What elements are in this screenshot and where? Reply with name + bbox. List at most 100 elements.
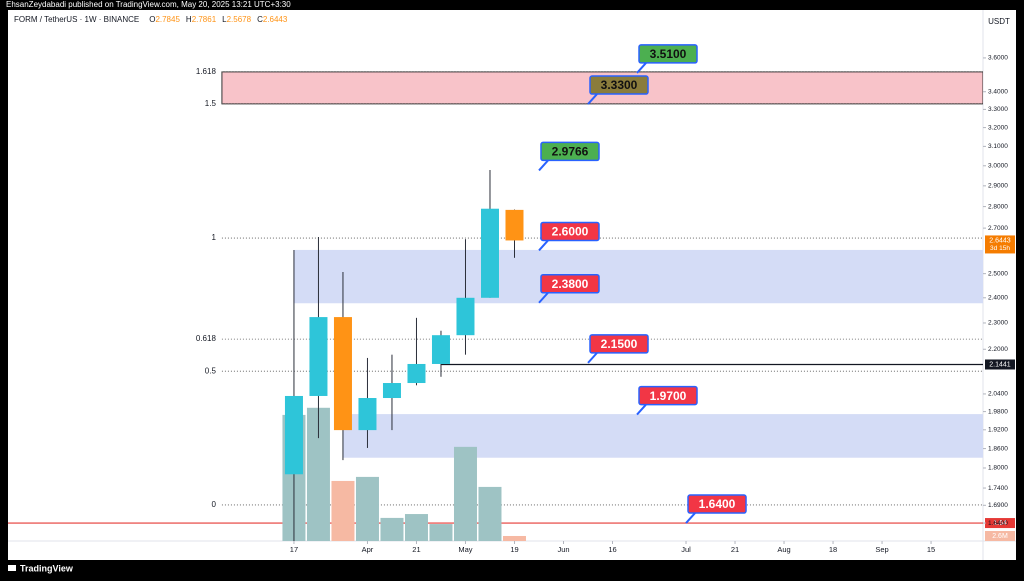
y-tick-label: 3.0000	[988, 163, 1008, 170]
symbol-header: FORM / TetherUS · 1W · BINANCE O2.7845 H2.…	[14, 15, 288, 24]
overlay: FORM / TetherUS · 1W · BINANCE O2.7845 H2.…	[14, 15, 1015, 554]
volume-bar	[331, 480, 355, 541]
annotation-label: 2.1500	[601, 337, 638, 351]
candle-body	[431, 335, 450, 364]
annotation-pointer	[538, 239, 549, 252]
fib-label: 1.618	[196, 67, 217, 76]
price-line-label-bg	[985, 518, 1015, 529]
y-tick-label: 1.6400	[988, 520, 1008, 527]
annotation-pointer	[636, 62, 647, 74]
annotation-label: 2.6000	[552, 225, 589, 239]
x-tick-label: Sep	[875, 545, 888, 554]
fib-label: 1	[211, 233, 216, 242]
candle-body	[358, 398, 377, 431]
x-tick-label: 17	[290, 545, 298, 554]
fib-label: 0	[211, 500, 216, 509]
annotation-box	[687, 494, 747, 514]
y-tick-label: 3.2000	[988, 124, 1008, 131]
x-tick-label: May	[458, 545, 472, 554]
x-tick-label: 18	[829, 545, 837, 554]
annotation-label: 1.9700	[650, 389, 687, 403]
volume-bar	[478, 486, 502, 541]
annotation-pointer	[636, 403, 647, 416]
symbol-title: FORM / TetherUS · 1W · BINANCE	[14, 15, 139, 24]
zone	[342, 414, 983, 458]
y-tick-label: 1.6900	[988, 502, 1008, 509]
x-tick-label: Apr	[362, 545, 374, 554]
annotation-pointer	[685, 512, 696, 524]
annotation-label: 2.9766	[552, 145, 589, 159]
candle-body	[309, 317, 328, 396]
y-tick-label: 2.7000	[988, 225, 1008, 232]
axis-unit: USDT	[988, 17, 1010, 26]
x-tick-label: Jul	[681, 545, 691, 554]
volume-bar	[380, 517, 404, 541]
annotation-box	[638, 385, 698, 406]
y-tick-label: 2.4000	[988, 295, 1008, 302]
volume-bar	[404, 514, 428, 541]
price-line-label: 2.1441	[989, 361, 1011, 368]
y-tick-label: 1.8600	[988, 445, 1008, 452]
candle-body	[284, 395, 303, 475]
banner: EhsanZeydabadi published on TradingView.…	[6, 0, 291, 9]
annotation-label: 1.6400	[699, 497, 736, 511]
volume-bar	[502, 535, 526, 541]
x-tick-label: 21	[731, 545, 739, 554]
y-tick-label: 2.5000	[988, 270, 1008, 277]
x-tick-label: Jun	[557, 545, 569, 554]
y-tick-label: 1.9200	[988, 427, 1008, 434]
annotation-label: 3.5100	[650, 47, 687, 61]
y-tick-label: 2.9000	[988, 183, 1008, 190]
annotation-box	[589, 75, 649, 95]
annotation-pointer	[587, 352, 598, 364]
ohlc-letter: O	[149, 15, 155, 24]
ohlc-letter: L	[222, 15, 227, 24]
x-tick-label: 19	[510, 545, 518, 554]
annotation-label: 2.3800	[552, 277, 589, 291]
volume-bar	[429, 524, 453, 541]
zone	[293, 249, 983, 304]
x-tick-label: 21	[412, 545, 420, 554]
y-tick-label: 1.8000	[988, 465, 1008, 472]
logo	[8, 565, 16, 571]
annotation-pointer	[538, 159, 549, 172]
candle-body	[456, 297, 475, 336]
price-line-label-bg	[985, 359, 1015, 370]
fib-label: 0.5	[205, 366, 217, 375]
ohlc-value: 2.7861	[192, 15, 217, 24]
x-tick-label: 15	[927, 545, 935, 554]
price-line-label: 1.64	[993, 520, 1007, 527]
annotation-box	[540, 273, 600, 294]
y-tick-label: 3.6000	[988, 55, 1008, 62]
annotation-pointer	[538, 292, 549, 304]
volume-bar	[306, 407, 330, 541]
volume-label-bg	[985, 530, 1015, 541]
last-price-label: 2.6443	[989, 237, 1011, 244]
x-tick-label: Aug	[777, 545, 790, 554]
y-tick-label: 3.3000	[988, 106, 1008, 113]
footer: TradingView	[20, 563, 74, 573]
plot	[8, 71, 983, 541]
ohlc-letter: C	[257, 15, 263, 24]
volume-bar	[355, 476, 379, 541]
candle-body	[505, 209, 524, 241]
y-tick-label: 3.4000	[988, 88, 1008, 95]
ohlc-value: 2.6443	[263, 15, 288, 24]
candle-body	[480, 208, 499, 298]
y-tick-label: 2.0400	[988, 391, 1008, 398]
fib-label: 0.618	[196, 334, 217, 343]
y-tick-label: 2.2000	[988, 346, 1008, 353]
y-tick-label: 1.9800	[988, 408, 1008, 415]
ohlc-value: 2.5678	[227, 15, 252, 24]
y-tick-label: 3.1000	[988, 143, 1008, 150]
annotation-box	[540, 221, 600, 242]
annotation-box	[589, 334, 649, 354]
candle-body	[333, 317, 352, 431]
ohlc-letter: H	[186, 15, 192, 24]
y-tick-label: 2.3000	[988, 320, 1008, 327]
annotation-box	[638, 44, 698, 64]
annotation-box	[540, 141, 600, 162]
ohlc-value: 2.7845	[155, 15, 180, 24]
